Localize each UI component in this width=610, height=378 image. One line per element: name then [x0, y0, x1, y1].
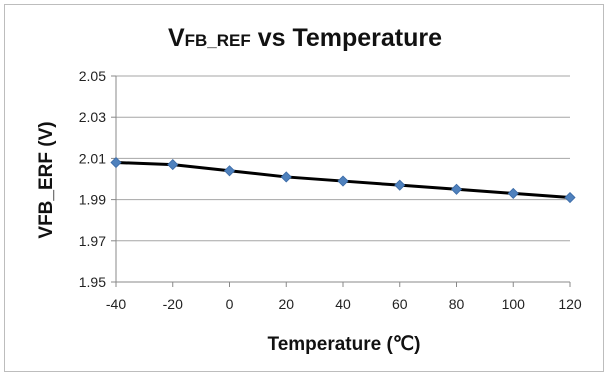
y-tick-label-3: 2.01 [79, 150, 106, 166]
data-point-0-3 [280, 171, 292, 183]
data-point-0-1 [167, 159, 179, 171]
data-point-0-8 [564, 191, 576, 204]
y-tick-label-4: 2.03 [79, 109, 106, 125]
y-tick-label-0: 1.95 [79, 274, 106, 290]
data-point-0-6 [450, 183, 463, 195]
chart-frame [4, 4, 604, 372]
data-point-0-2 [223, 165, 236, 177]
x-tick-labels: -40 -20 0 20 40 60 80 100 120 [106, 296, 582, 312]
y-tick-labels: 1.95 1.97 1.99 2.01 2.03 2.05 [79, 68, 106, 290]
x-axis-title: Temperature (℃) [268, 334, 421, 355]
data-point-0-7 [507, 187, 519, 199]
x-tick-label-5: 60 [392, 296, 408, 312]
chart-title-subscript: FB_REF [185, 31, 251, 50]
chart-title: VFB_REF vs Temperature [168, 24, 442, 52]
chart-title-v: V [168, 24, 185, 52]
x-tick-label-8: 120 [558, 296, 582, 312]
x-tick-label-3: 20 [278, 296, 294, 312]
y-tick-label-1: 1.97 [79, 233, 106, 249]
data-point-0-4 [337, 175, 349, 187]
y-axis-title: VFB_ERF (V) [36, 121, 57, 238]
x-tick-label-4: 40 [335, 296, 351, 312]
y-tick-label-2: 1.99 [79, 192, 106, 208]
x-tick-label-6: 80 [449, 296, 465, 312]
gridlines [111, 75, 571, 287]
data-point-0-0 [110, 156, 122, 169]
x-tick-label-1: -20 [163, 296, 183, 312]
series-layer [110, 156, 576, 204]
chart-title-rest: vs Temperature [251, 24, 442, 52]
y-tick-label-5: 2.05 [79, 68, 106, 84]
x-tick-label-7: 100 [502, 296, 526, 312]
x-tick-label-2: 0 [226, 296, 234, 312]
data-point-0-5 [394, 179, 406, 191]
x-tick-label-0: -40 [106, 296, 126, 312]
